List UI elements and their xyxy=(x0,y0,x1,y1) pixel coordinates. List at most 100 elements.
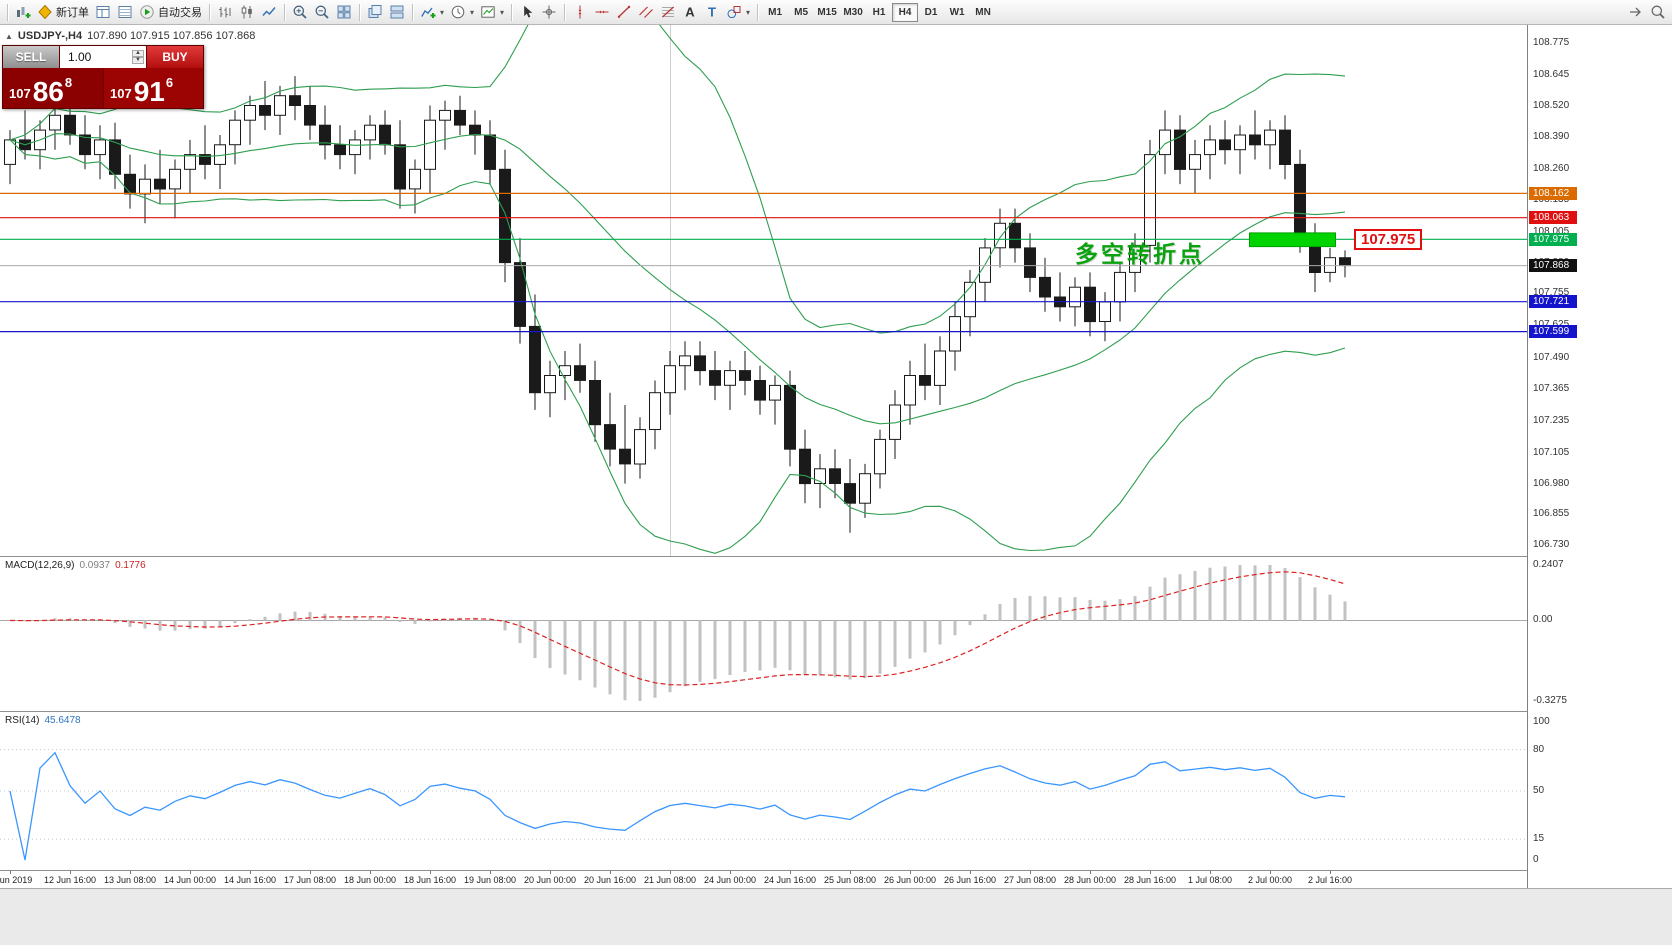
cascade-windows-icon[interactable] xyxy=(364,2,386,23)
volume-stepper[interactable]: ▲ ▼ xyxy=(132,50,144,64)
time-tick xyxy=(730,871,731,874)
chevron-down-icon: ▾ xyxy=(500,7,505,17)
crosshair-icon xyxy=(541,4,557,20)
svg-text:A: A xyxy=(685,5,695,20)
time-axis-label: 25 Jun 08:00 xyxy=(823,875,877,885)
price-axis-label: 108.645 xyxy=(1533,69,1570,80)
panel-divider[interactable] xyxy=(0,711,1672,712)
time-tick xyxy=(790,871,791,874)
chart-new-icon[interactable] xyxy=(12,2,34,23)
stepper-down-icon[interactable]: ▼ xyxy=(132,57,144,64)
auto-trading-icon xyxy=(139,4,155,20)
bar-chart-icon[interactable] xyxy=(214,2,236,23)
time-tick xyxy=(1090,871,1091,874)
svg-text:T: T xyxy=(708,5,716,20)
toolbar-separator xyxy=(7,3,8,21)
time-tick xyxy=(1030,871,1031,874)
macd-indicator-panel[interactable]: MACD(12,26,9) 0.0937 0.1776 xyxy=(0,557,1527,711)
zoom-in-icon xyxy=(292,4,308,20)
sell-price-head: 107 xyxy=(9,86,31,101)
timeframe-m5-button[interactable]: M5 xyxy=(794,6,809,18)
macd-name: MACD(12,26,9) xyxy=(5,560,75,571)
trendline-icon[interactable] xyxy=(613,2,635,23)
crosshair-icon[interactable] xyxy=(538,2,560,23)
time-axis[interactable]: 2 Jun 2019 12 Jun 16:00 13 Jun 08:00 14 Jun… xyxy=(0,871,1527,888)
rsi-scale-label: 80 xyxy=(1533,744,1545,755)
data-window-icon[interactable] xyxy=(114,2,136,23)
collapse-triangle-icon[interactable]: ▲ xyxy=(5,31,13,41)
tile-windows-icon[interactable] xyxy=(333,2,355,23)
buy-price-head: 107 xyxy=(110,86,132,101)
volume-value: 1.00 xyxy=(68,50,92,64)
chevron-down-icon: ▾ xyxy=(470,7,475,17)
vertical-line-icon[interactable] xyxy=(569,2,591,23)
candlestick-chart-icon[interactable] xyxy=(236,2,258,23)
price-axis[interactable]: 108.775 108.645 108.520 108.390 108.260 108.1… xyxy=(1527,25,1672,888)
price-axis-label: 106.855 xyxy=(1533,508,1570,519)
time-axis-label: 24 Jun 16:00 xyxy=(763,875,817,885)
horizontal-line-icon[interactable] xyxy=(591,2,613,23)
buy-button[interactable]: BUY xyxy=(146,46,203,68)
buy-price-sup: 6 xyxy=(165,75,174,90)
price-axis-label: 108.520 xyxy=(1533,100,1570,111)
periods-icon[interactable]: ▾ xyxy=(447,2,477,23)
time-tick xyxy=(670,871,671,874)
price-axis-label: 108.005 xyxy=(1533,226,1570,237)
indicators-icon[interactable]: ▾ xyxy=(417,2,447,23)
timeframe-w1-button[interactable]: W1 xyxy=(949,6,965,18)
time-axis-label: 26 Jun 00:00 xyxy=(883,875,937,885)
volume-input[interactable]: 1.00 ▲ ▼ xyxy=(60,46,146,68)
sell-button[interactable]: SELL xyxy=(3,46,60,68)
time-axis-label: 2 Jul 00:00 xyxy=(1247,875,1293,885)
stepper-up-icon[interactable]: ▲ xyxy=(132,50,144,57)
zoom-out-icon[interactable] xyxy=(311,2,333,23)
timeframe-d1-button[interactable]: D1 xyxy=(924,6,938,18)
shapes-icon[interactable]: ▾ xyxy=(723,2,753,23)
toolbar-separator xyxy=(511,3,513,21)
rsi-chart[interactable] xyxy=(0,712,1527,870)
timeframe-mn-button[interactable]: MN xyxy=(975,6,991,18)
arrange-windows-icon xyxy=(389,4,405,20)
timeframe-h4-button[interactable]: H4 xyxy=(892,2,919,22)
price-axis-label: 107.235 xyxy=(1533,415,1570,426)
rsi-indicator-panel[interactable]: RSI(14) 45.6478 xyxy=(0,712,1527,870)
arrange-windows-icon[interactable] xyxy=(386,2,408,23)
timeframe-m30-button[interactable]: M30 xyxy=(843,6,863,18)
fibonacci-icon[interactable] xyxy=(657,2,679,23)
macd-chart[interactable] xyxy=(0,557,1527,711)
zoom-in-icon[interactable] xyxy=(289,2,311,23)
time-tick xyxy=(370,871,371,874)
candlestick-chart[interactable] xyxy=(0,25,1527,556)
time-tick xyxy=(550,871,551,874)
templates-icon[interactable]: ▾ xyxy=(477,2,507,23)
sell-price-display[interactable]: 107 86 8 xyxy=(3,68,103,108)
time-tick xyxy=(250,871,251,874)
time-axis-label: 18 Jun 16:00 xyxy=(403,875,457,885)
price-chart-panel[interactable]: ▲ USDJPY-,H4 107.890 107.915 107.856 107… xyxy=(0,25,1527,556)
one-click-trading-panel: SELL 1.00 ▲ ▼ BUY 107 86 8 107 91 6 xyxy=(2,45,204,109)
timeframe-m1-button[interactable]: M1 xyxy=(768,6,783,18)
cursor-icon[interactable] xyxy=(516,2,538,23)
timeframe-m15-button[interactable]: M15 xyxy=(817,6,837,18)
buy-price-display[interactable]: 107 91 6 xyxy=(103,68,203,108)
price-axis-label: 108.390 xyxy=(1533,131,1570,142)
time-axis-label: 19 Jun 08:00 xyxy=(463,875,517,885)
time-axis-label: 14 Jun 00:00 xyxy=(163,875,217,885)
price-level-label: 107.721 xyxy=(1529,295,1577,308)
new-order-button[interactable]: 新订单 xyxy=(34,2,92,23)
market-watch-icon[interactable] xyxy=(92,2,114,23)
price-axis-label: 108.260 xyxy=(1533,163,1570,174)
line-chart-icon[interactable] xyxy=(258,2,280,23)
search-icon[interactable] xyxy=(1647,2,1669,23)
auto-trading-button[interactable]: 自动交易 xyxy=(136,2,205,23)
channel-icon[interactable] xyxy=(635,2,657,23)
timeframe-h1-button[interactable]: H1 xyxy=(872,6,886,18)
chart-annotation-text: 多空转折点 xyxy=(1075,241,1205,267)
label-icon[interactable]: T xyxy=(701,2,723,23)
sell-price-big: 86 xyxy=(32,76,64,108)
chart-shift-icon[interactable] xyxy=(1625,2,1647,23)
panel-divider[interactable] xyxy=(0,556,1672,557)
text-icon[interactable]: A xyxy=(679,2,701,23)
fibonacci-icon xyxy=(660,4,676,20)
price-axis-label: 107.755 xyxy=(1533,287,1570,298)
